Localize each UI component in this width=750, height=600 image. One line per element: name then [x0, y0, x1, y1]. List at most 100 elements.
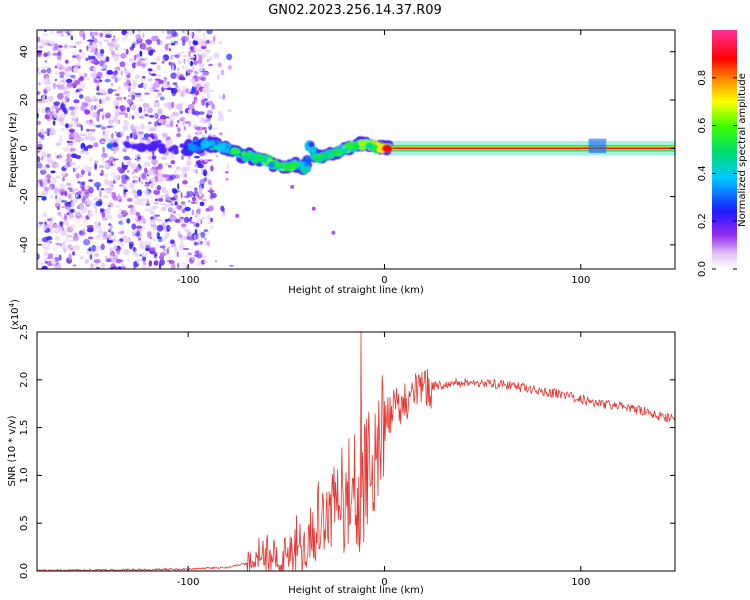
noise-blotch: [166, 116, 170, 119]
noise-blotch: [46, 157, 53, 163]
noise-blotch: [91, 35, 95, 40]
noise-blotch: [74, 245, 80, 251]
noise-blotch: [82, 33, 86, 41]
noise-blotch: [115, 248, 121, 255]
noise-blotch: [89, 31, 93, 37]
noise-blotch: [86, 45, 89, 51]
noise-blotch: [203, 260, 207, 264]
noise-blotch: [184, 35, 190, 42]
noise-blotch: [207, 89, 215, 93]
noise-blotch: [85, 168, 92, 172]
ridge-blotch: [133, 144, 139, 149]
noise-blotch: [183, 216, 189, 224]
noise-blotch: [69, 248, 74, 251]
ridge-blotch: [125, 143, 132, 149]
noise-blotch: [60, 230, 68, 236]
noise-blotch: [127, 94, 131, 98]
noise-blotch: [148, 260, 153, 267]
noise-blotch: [188, 218, 192, 222]
noise-blotch: [141, 136, 148, 141]
noise-blotch: [57, 45, 63, 48]
noise-blotch: [67, 217, 74, 220]
noise-blotch: [122, 125, 129, 131]
noise-blotch: [193, 110, 201, 116]
noise-blotch: [89, 254, 93, 260]
noise-blotch: [185, 88, 189, 94]
noise-blotch: [155, 82, 158, 90]
noise-blotch: [201, 168, 203, 176]
noise-blotch: [121, 214, 127, 217]
noise-blotch: [60, 111, 64, 114]
noise-blotch: [77, 165, 81, 170]
noise-blotch: [87, 144, 93, 149]
noise-blotch: [127, 170, 130, 173]
noise-blotch: [135, 158, 141, 163]
noise-blotch: [94, 163, 98, 170]
noise-blotch: [104, 178, 109, 186]
noise-blotch: [115, 258, 122, 264]
colorbar-tick-label: 0.4: [697, 165, 708, 181]
noise-blotch: [47, 128, 51, 133]
noise-blotch: [46, 67, 52, 74]
noise-blotch: [65, 123, 69, 128]
noise-blotch: [60, 66, 66, 71]
noise-blotch: [37, 36, 41, 43]
noise-blotch: [174, 201, 178, 206]
noise-blotch: [130, 91, 137, 97]
noise-blotch: [227, 109, 233, 112]
noise-blotch: [102, 146, 105, 153]
noise-blotch: [168, 114, 175, 122]
noise-blotch: [83, 193, 90, 201]
spectrogram-heatmap: [37, 30, 675, 269]
noise-blotch: [164, 232, 170, 240]
noise-blotch: [168, 206, 176, 213]
noise-blotch: [101, 107, 104, 111]
noise-blotch: [77, 123, 81, 127]
ridge-blotch: [135, 142, 148, 153]
noise-blotch: [113, 76, 118, 83]
noise-blotch: [140, 180, 144, 185]
noise-blotch: [103, 130, 111, 134]
noise-blotch: [140, 251, 148, 257]
noise-blotch: [44, 86, 51, 92]
noise-blotch: [96, 92, 101, 96]
noise-blotch: [180, 223, 187, 228]
noise-blotch: [113, 245, 118, 250]
noise-blotch: [95, 245, 99, 253]
noise-blotch: [63, 220, 69, 225]
noise-blotch: [174, 42, 180, 45]
noise-blotch: [192, 34, 200, 42]
snr-series-line: [37, 332, 675, 571]
noise-blotch: [142, 255, 147, 262]
ridge-blotch: [252, 156, 261, 163]
noise-blotch: [92, 37, 98, 44]
noise-blotch: [104, 96, 111, 102]
noise-blotch: [40, 69, 47, 74]
noise-blotch: [120, 53, 127, 59]
noise-blotch: [177, 262, 180, 268]
noise-blotch: [64, 67, 70, 73]
noise-blotch: [84, 109, 91, 115]
noise-blotch: [99, 98, 102, 105]
noise-blotch: [77, 106, 80, 109]
snr-panel: -100 0 100 0.0 0.5 1.0 1.5 2.0 2.5 SNR (10 * v/v…: [7, 299, 676, 596]
noise-blotch: [40, 39, 47, 46]
noise-blotch: [126, 198, 133, 202]
noise-blotch: [218, 112, 225, 118]
noise-blotch: [157, 108, 163, 115]
noise-blotch: [190, 201, 197, 204]
noise-blotch: [157, 176, 164, 183]
noise-blotch: [54, 190, 61, 195]
noise-blotch: [108, 46, 114, 52]
noise-blotch: [37, 224, 42, 228]
noise-blotch: [59, 221, 64, 226]
noise-blotch: [43, 257, 47, 263]
noise-blotch: [55, 142, 61, 146]
x-tick-label: -100: [177, 275, 200, 286]
snr-multiplier-exponent: 4: [8, 302, 16, 307]
noise-blotch: [162, 57, 165, 60]
noise-blotch: [147, 107, 154, 114]
noise-blotch: [136, 154, 141, 157]
noise-blotch: [140, 64, 147, 67]
noise-blotch: [88, 112, 96, 117]
